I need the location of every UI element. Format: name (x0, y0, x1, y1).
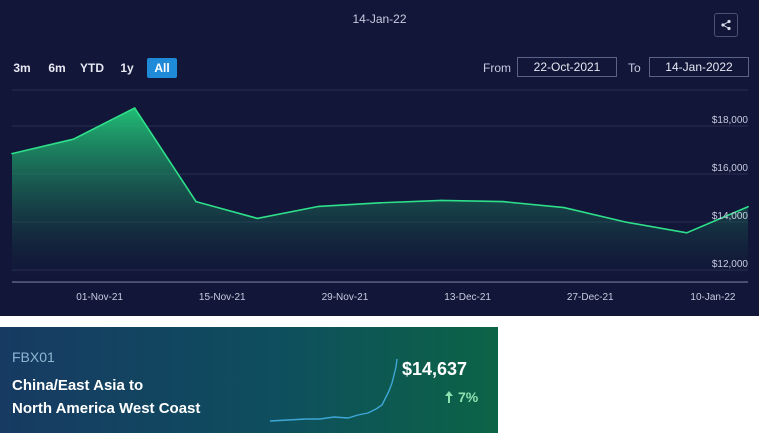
to-date-input[interactable]: 14-Jan-2022 (649, 57, 749, 77)
y-tick-label: $16,000 (712, 163, 749, 174)
sparkline-line (269, 358, 398, 422)
plot-area: $12,000 $14,000 $16,000 $18,000 01-Nov-21 15… (11, 89, 749, 303)
index-change: 7% (458, 389, 479, 405)
range-6m-button[interactable]: 6m (48, 61, 66, 75)
arrow-up-icon (445, 391, 453, 403)
y-tick-label: $14,000 (712, 211, 749, 222)
data-point (624, 221, 627, 223)
range-ytd-button[interactable]: YTD (80, 61, 104, 75)
share-button[interactable] (714, 13, 738, 37)
data-point (11, 152, 13, 155)
data-point (501, 200, 504, 203)
x-tick-label: 01-Nov-21 (76, 292, 123, 303)
route-line-1: China/East Asia to (12, 377, 144, 394)
x-tick-label: 13-Dec-21 (444, 292, 491, 303)
data-point (685, 232, 688, 234)
data-point (195, 200, 197, 203)
data-point (317, 205, 320, 208)
freight-chart-panel: 14-Jan-22 3m 6m YTD 1y All From 22-Oct-2… (0, 0, 759, 316)
data-point (563, 206, 565, 209)
sparkline (269, 358, 398, 422)
x-tick-label: 27-Dec-21 (567, 292, 614, 303)
from-label: From (483, 61, 511, 75)
data-point (133, 107, 136, 109)
x-tick-label: 10-Jan-22 (690, 292, 735, 303)
data-point (72, 138, 75, 140)
index-price: $14,637 (402, 359, 468, 379)
share-icon (721, 19, 731, 31)
data-point (440, 199, 443, 202)
y-tick-label: $18,000 (712, 115, 749, 126)
index-code: FBX01 (12, 349, 55, 365)
route-line-2: North America West Coast (12, 400, 201, 417)
y-tick-label: $12,000 (712, 259, 749, 270)
from-date-input[interactable]: 22-Oct-2021 (517, 57, 617, 77)
range-3m-button[interactable]: 3m (13, 61, 31, 75)
data-point (256, 217, 259, 220)
x-tick-label: 29-Nov-21 (322, 292, 369, 303)
range-all-button[interactable]: All (147, 58, 177, 78)
to-label: To (628, 61, 641, 75)
route-name: China/East Asia to North America West Co… (12, 374, 252, 420)
data-point (379, 202, 381, 204)
range-1y-button[interactable]: 1y (120, 61, 134, 75)
index-card[interactable]: FBX01 China/East Asia to North America W… (0, 327, 498, 433)
x-tick-label: 15-Nov-21 (199, 292, 246, 303)
data-point (747, 205, 749, 208)
area-fill (12, 108, 748, 282)
header-date: 14-Jan-22 (352, 12, 407, 26)
